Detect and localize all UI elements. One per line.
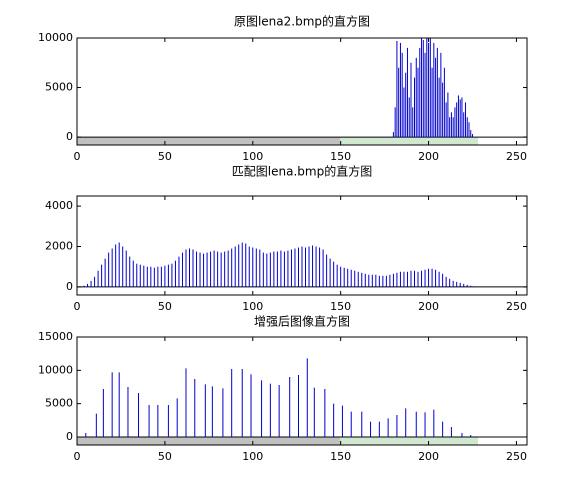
y-tick-label: 5000 (45, 397, 73, 410)
x-tick-label: 150 (330, 300, 351, 313)
axes-box (76, 195, 528, 296)
x-tick-label: 250 (506, 450, 527, 463)
strip-gray (77, 437, 340, 445)
x-tick-label: 150 (330, 150, 351, 163)
x-tick-label: 50 (158, 450, 172, 463)
y-tick-label: 0 (66, 130, 73, 143)
x-tick-label: 50 (158, 300, 172, 313)
strip-gray (77, 137, 340, 145)
y-tick-label: 4000 (45, 199, 73, 212)
y-tick-label: 0 (66, 430, 73, 443)
x-tick-label: 200 (418, 300, 439, 313)
x-tick-label: 100 (242, 150, 263, 163)
x-tick-label: 250 (506, 300, 527, 313)
x-tick-label: 100 (242, 450, 263, 463)
y-tick-label: 2000 (45, 240, 73, 253)
y-tick-label: 5000 (45, 81, 73, 94)
chart-title: 原图lena2.bmp的直方图 (234, 14, 370, 29)
axes-box (76, 37, 528, 146)
x-tick-label: 150 (330, 450, 351, 463)
chart-title: 匹配图lena.bmp的直方图 (232, 164, 372, 179)
x-tick-label: 200 (418, 150, 439, 163)
x-tick-label: 100 (242, 300, 263, 313)
x-tick-label: 0 (74, 150, 81, 163)
axes-box (76, 336, 528, 446)
x-tick-label: 200 (418, 450, 439, 463)
x-tick-label: 50 (158, 150, 172, 163)
y-tick-label: 10000 (38, 31, 73, 44)
chart-title: 增强后图像直方图 (254, 314, 350, 329)
strip-green (340, 137, 478, 145)
x-tick-label: 0 (74, 300, 81, 313)
strip-green (340, 437, 478, 445)
x-tick-label: 250 (506, 150, 527, 163)
x-tick-label: 0 (74, 450, 81, 463)
y-tick-label: 10000 (38, 363, 73, 376)
y-tick-label: 15000 (38, 330, 73, 343)
y-tick-label: 0 (66, 280, 73, 293)
